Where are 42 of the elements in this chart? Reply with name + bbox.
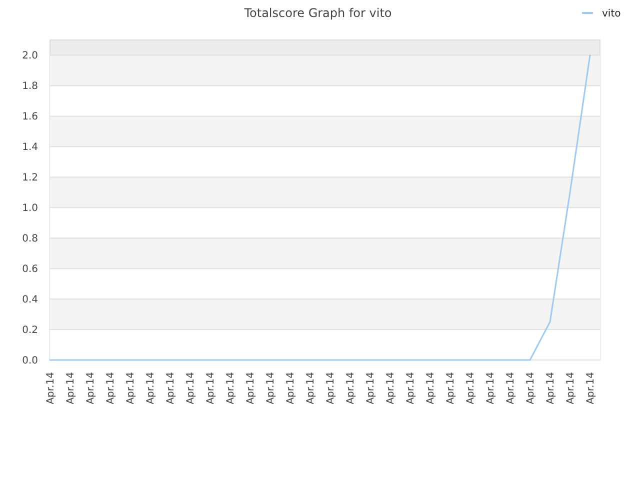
x-tick-label: Apr.14 <box>326 372 336 404</box>
x-tick-label: Apr.14 <box>446 372 456 404</box>
y-tick-label: 0.4 <box>22 294 38 306</box>
x-tick-label: Apr.14 <box>586 372 596 404</box>
x-tick-label: Apr.14 <box>506 372 516 404</box>
x-tick-label: Apr.14 <box>186 372 196 404</box>
chart-title: Totalscore Graph for vito <box>243 6 392 20</box>
x-tick-label: Apr.14 <box>146 372 156 404</box>
x-tick-label: Apr.14 <box>286 372 296 404</box>
x-tick-label: Apr.14 <box>406 372 416 404</box>
x-tick-label: Apr.14 <box>386 372 396 404</box>
y-tick-label: 1.2 <box>22 172 38 184</box>
x-tick-label: Apr.14 <box>426 372 436 404</box>
x-tick-label: Apr.14 <box>86 372 96 404</box>
x-tick-label: Apr.14 <box>486 372 496 404</box>
x-tick-label: Apr.14 <box>366 372 376 404</box>
x-tick-label: Apr.14 <box>106 372 116 404</box>
legend-label: vito <box>602 8 621 20</box>
y-tick-label: 1.6 <box>22 112 38 123</box>
x-tick-label: Apr.14 <box>346 372 356 404</box>
y-tick-label: 0.8 <box>22 234 38 245</box>
x-tick-label: Apr.14 <box>206 372 216 404</box>
line-series <box>49 54 591 361</box>
x-tick-label: Apr.14 <box>266 372 276 404</box>
x-tick-label: Apr.14 <box>226 372 236 404</box>
y-tick-label: 2.0 <box>22 50 38 62</box>
x-tick-label: Apr.14 <box>566 372 576 404</box>
x-tick-label: Apr.14 <box>526 372 536 404</box>
x-tick-label: Apr.14 <box>466 372 476 404</box>
x-tick-label: Apr.14 <box>306 372 316 404</box>
x-tick-label: Apr.14 <box>246 372 256 404</box>
x-tick-label: Apr.14 <box>166 372 176 404</box>
x-tick-label: Apr.14 <box>46 372 56 404</box>
y-tick-label: 1.0 <box>22 203 38 214</box>
y-tick-label: 0.0 <box>22 356 38 366</box>
y-tick-label: 0.2 <box>22 325 38 336</box>
y-tick-label: 0.6 <box>22 264 38 276</box>
x-tick-label: Apr.14 <box>66 372 76 404</box>
y-tick-label: 1.4 <box>22 142 38 154</box>
x-tick-label: Apr.14 <box>126 372 136 404</box>
x-tick-label: Apr.14 <box>546 372 556 404</box>
y-tick-label: 1.8 <box>22 81 38 92</box>
